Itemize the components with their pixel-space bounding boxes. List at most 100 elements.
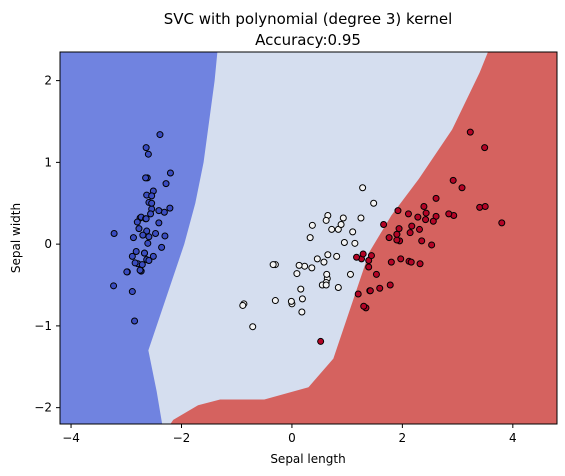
data-point-class2 (407, 258, 415, 266)
data-point-class1 (271, 297, 279, 305)
data-point-class0 (143, 227, 151, 235)
data-point-class2 (449, 176, 457, 184)
y-tick-label: −2 (34, 401, 52, 415)
data-point-class0 (135, 225, 143, 233)
y-axis: −2 −1 0 1 2 (34, 74, 60, 415)
data-point-class1 (359, 184, 367, 192)
y-axis-label: Sepal width (9, 203, 23, 273)
data-point-class1 (340, 238, 348, 246)
data-point-class1 (298, 308, 306, 316)
data-point-class1 (323, 270, 331, 278)
data-point-class0 (155, 219, 163, 227)
data-point-class2 (365, 263, 373, 271)
data-point-class1 (306, 234, 314, 242)
data-point-class0 (142, 174, 150, 182)
data-point-class2 (394, 207, 402, 215)
data-point-class2 (393, 236, 401, 244)
data-point-class2 (360, 302, 368, 310)
decision-region-class2 (170, 52, 557, 424)
data-point-class1 (295, 261, 303, 269)
data-point-class1 (337, 221, 345, 229)
x-axis: −4 −2 0 2 4 (62, 424, 517, 445)
data-point-class2 (397, 255, 405, 263)
data-point-class2 (385, 234, 393, 242)
data-point-class0 (148, 192, 156, 200)
data-point-class1 (313, 255, 321, 263)
data-point-class2 (428, 241, 436, 249)
data-point-class1 (322, 216, 330, 224)
data-point-class2 (422, 216, 430, 224)
decision-region-class0 (60, 52, 218, 424)
data-point-class0 (145, 256, 153, 264)
data-point-class0 (110, 230, 118, 238)
chart-subtitle: Accuracy:0.95 (255, 31, 361, 49)
data-point-class2 (476, 203, 484, 211)
data-point-class2 (422, 209, 430, 217)
plot-frame (59, 51, 558, 425)
plot-area (60, 52, 557, 424)
data-point-class1 (328, 225, 336, 233)
data-point-class1 (322, 281, 330, 289)
data-point-class2 (481, 203, 489, 211)
data-point-class0 (149, 252, 157, 260)
y-tick-label: 1 (44, 155, 52, 169)
data-point-class2 (415, 225, 423, 233)
data-point-class0 (133, 218, 141, 226)
x-tick-label: −2 (173, 431, 191, 445)
data-point-class2 (408, 222, 416, 230)
data-point-class2 (366, 287, 374, 295)
y-tick-label: −1 (34, 319, 52, 333)
data-point-class0 (129, 234, 137, 242)
data-point-class0 (142, 215, 150, 223)
data-point-class1 (320, 258, 328, 266)
data-point-class1 (339, 214, 347, 222)
data-point-class2 (393, 230, 401, 238)
data-point-class1 (334, 283, 342, 291)
data-point-class2 (359, 250, 367, 258)
data-point-class0 (148, 199, 156, 207)
data-point-class0 (136, 266, 144, 274)
data-point-class1 (333, 252, 341, 260)
data-point-class2 (432, 194, 440, 202)
data-point-class2 (386, 281, 394, 289)
data-point-class0 (131, 259, 139, 267)
data-point-class1 (298, 295, 306, 303)
data-points (110, 128, 506, 345)
data-point-class0 (155, 207, 163, 215)
data-point-class0 (152, 230, 160, 238)
data-point-class0 (166, 204, 174, 212)
data-point-class2 (416, 260, 424, 268)
data-point-class0 (142, 144, 150, 152)
data-point-class1 (357, 214, 365, 222)
data-point-class0 (161, 232, 169, 240)
data-point-class0 (128, 252, 136, 260)
x-tick-label: 4 (509, 431, 517, 445)
data-point-class2 (372, 270, 380, 278)
data-point-class1 (301, 262, 309, 270)
data-point-class1 (349, 228, 357, 236)
data-point-class2 (376, 284, 384, 292)
data-point-class0 (110, 282, 118, 290)
data-point-class0 (145, 233, 153, 241)
data-point-class2 (353, 253, 361, 261)
data-point-class2 (406, 229, 414, 237)
data-point-class1 (308, 264, 316, 272)
data-point-class0 (162, 180, 170, 188)
data-point-class2 (317, 337, 325, 345)
data-point-class0 (128, 288, 136, 296)
x-tick-label: −4 (62, 431, 80, 445)
data-point-class2 (367, 252, 375, 260)
data-point-class0 (147, 210, 155, 218)
data-point-class2 (458, 184, 466, 192)
data-point-class2 (420, 203, 428, 211)
data-point-class0 (144, 239, 152, 247)
data-point-class2 (445, 210, 453, 218)
data-point-class0 (140, 249, 148, 257)
data-point-class1 (239, 301, 247, 309)
data-point-class1 (297, 285, 305, 293)
data-point-class2 (466, 128, 474, 136)
data-point-class0 (123, 268, 131, 276)
data-point-class2 (387, 258, 395, 266)
data-point-class1 (308, 221, 316, 229)
